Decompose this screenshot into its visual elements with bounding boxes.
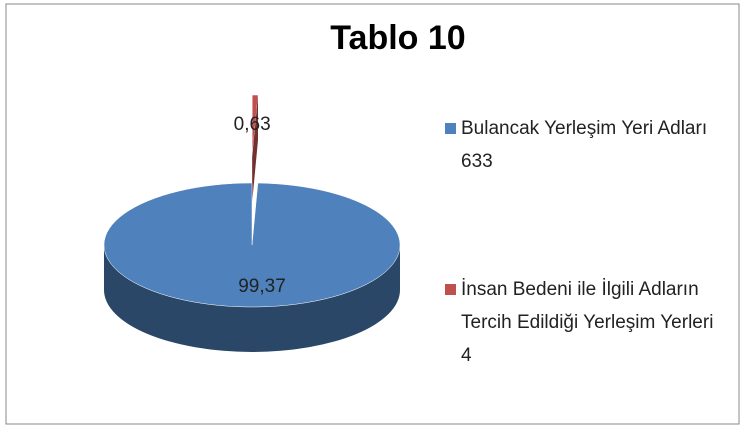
pie-slice — [251, 94, 259, 158]
legend-label: İnsan Bedeni ile İlgili Adların Tercih E… — [461, 279, 714, 366]
legend-label: Bulancak Yerleşim Yeri Adları 633 — [461, 118, 708, 172]
pie-slice-side — [252, 95, 259, 203]
chart-title: Tablo 10 — [330, 19, 465, 57]
data-label: 99,37 — [238, 276, 286, 297]
data-label: 0,63 — [234, 114, 271, 135]
legend-swatch — [445, 123, 456, 134]
legend-swatch — [445, 284, 456, 295]
pie-slice — [103, 182, 401, 308]
pie-slice-side — [104, 245, 400, 352]
